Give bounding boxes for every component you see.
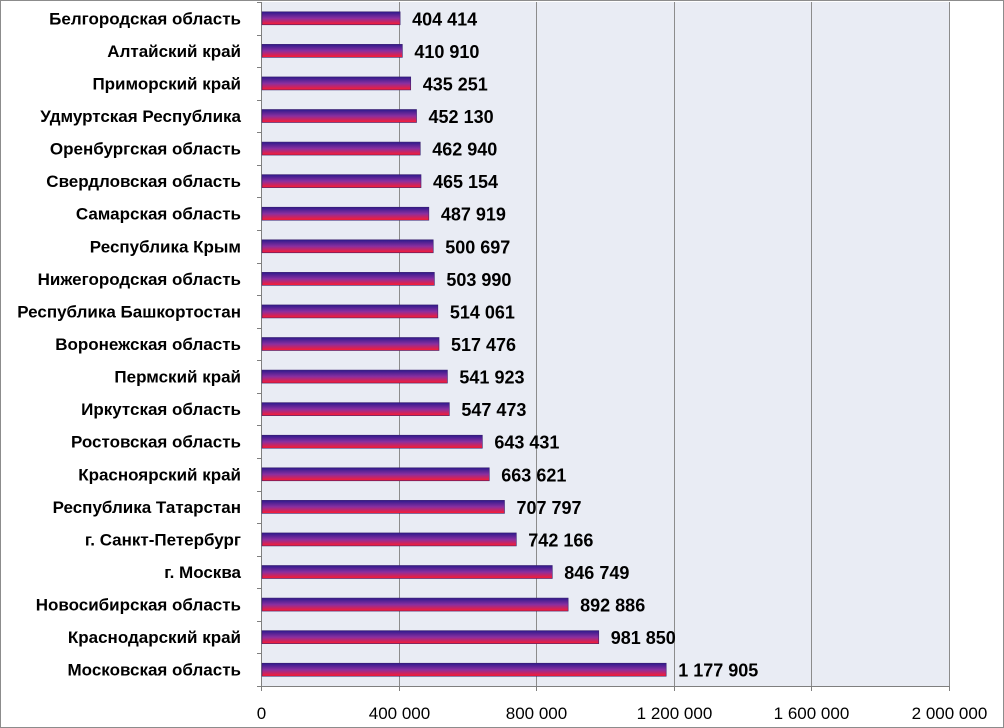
data-label: 514 061 xyxy=(450,302,515,322)
x-tick-label: 800 000 xyxy=(506,704,567,723)
bar xyxy=(261,597,569,612)
bar xyxy=(261,11,401,26)
bar xyxy=(261,239,434,254)
bar xyxy=(261,467,490,482)
axes xyxy=(257,2,950,691)
x-tick-label: 1 200 000 xyxy=(637,704,713,723)
bar xyxy=(261,402,450,416)
category-label: Воронежская область xyxy=(55,335,241,354)
category-label: Алтайский край xyxy=(107,42,241,61)
category-label: Республика Татарстан xyxy=(53,498,241,517)
data-label: 707 797 xyxy=(516,498,581,518)
bar xyxy=(261,44,403,58)
data-label: 643 431 xyxy=(494,433,559,453)
bar xyxy=(261,76,412,91)
bar xyxy=(261,109,417,123)
bar xyxy=(261,369,448,384)
bar xyxy=(261,565,553,579)
category-label: Красноярский край xyxy=(78,465,241,484)
data-label: 892 886 xyxy=(580,596,645,616)
data-label: 981 850 xyxy=(611,628,676,648)
category-label: Республика Крым xyxy=(90,237,241,256)
data-label: 1 177 905 xyxy=(678,661,758,681)
category-label: Приморский край xyxy=(92,74,241,93)
category-label: Пермский край xyxy=(114,368,241,387)
category-label: Республика Башкортостан xyxy=(17,302,241,321)
category-label: Удмуртская Республика xyxy=(40,107,241,126)
category-label: Белгородская область xyxy=(49,9,241,28)
labels: 0 400 000 800 000 1 200 000 1 600 000 2 000 0… xyxy=(17,9,987,723)
category-label: Самарская область xyxy=(76,205,241,224)
x-tick-label: 400 000 xyxy=(369,704,430,723)
x-tick-label: 1 600 000 xyxy=(774,704,850,723)
bar xyxy=(261,630,600,644)
bars xyxy=(261,11,667,677)
bar xyxy=(261,532,517,547)
data-label: 663 621 xyxy=(501,465,566,485)
data-label: 541 923 xyxy=(459,368,524,388)
x-tick-label: 2 000 000 xyxy=(912,704,988,723)
bar xyxy=(261,174,422,188)
category-label: Краснодарский край xyxy=(68,628,241,647)
data-label: 517 476 xyxy=(451,335,516,355)
category-label: г. Санкт-Петербург xyxy=(85,530,241,549)
bar xyxy=(261,337,440,351)
data-label: 462 940 xyxy=(432,140,497,160)
bar xyxy=(261,500,505,514)
category-label: Нижегородская область xyxy=(38,270,241,289)
data-label: 846 749 xyxy=(564,563,629,583)
bar xyxy=(261,304,439,319)
category-label: г. Москва xyxy=(164,563,241,582)
bar xyxy=(261,662,667,677)
data-label: 503 990 xyxy=(446,270,511,290)
x-tick-label: 0 xyxy=(257,704,266,723)
data-label: 452 130 xyxy=(429,107,494,127)
bar xyxy=(261,434,483,449)
category-label: Иркутская область xyxy=(81,400,241,419)
category-label: Новосибирская область xyxy=(36,596,241,615)
category-label: Оренбургская область xyxy=(50,140,241,159)
data-label: 500 697 xyxy=(445,237,510,257)
data-label: 487 919 xyxy=(441,205,506,225)
data-label: 404 414 xyxy=(412,9,477,29)
data-label: 410 910 xyxy=(414,42,479,62)
data-label: 435 251 xyxy=(423,74,488,94)
bar xyxy=(261,141,421,156)
category-label: Свердловская область xyxy=(46,172,241,191)
bar xyxy=(261,272,435,286)
category-label: Ростовская область xyxy=(71,433,241,452)
data-label: 547 473 xyxy=(461,400,526,420)
bar xyxy=(261,206,430,221)
category-label: Московская область xyxy=(68,661,241,680)
data-label: 742 166 xyxy=(528,530,593,550)
data-label: 465 154 xyxy=(433,172,498,192)
